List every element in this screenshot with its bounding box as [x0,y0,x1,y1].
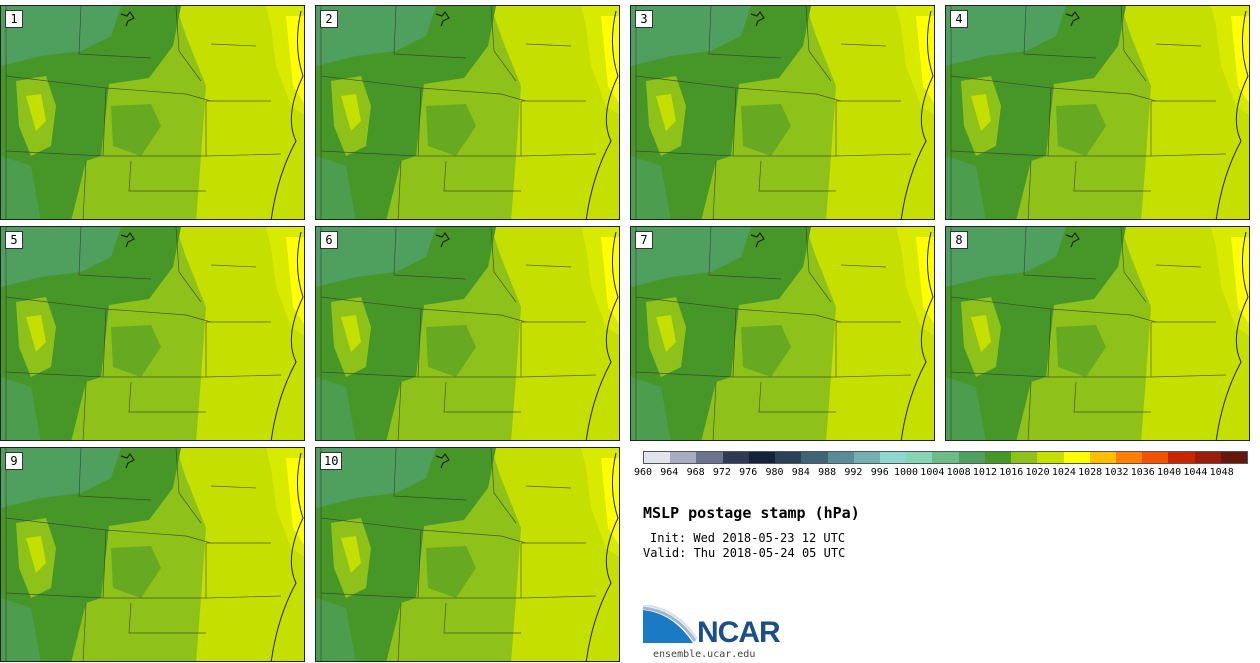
chart-title: MSLP postage stamp (hPa) [643,504,860,522]
valid-time: Valid: Thu 2018-05-24 05 UTC [643,546,845,560]
colorbar-swatch [801,452,827,463]
colorbar-swatch [828,452,854,463]
colorbar-tick-label: 976 [739,467,757,478]
member-label: 1 [5,10,23,28]
colorbar-swatch [749,452,775,463]
map-stamp-5: 5 [0,226,305,441]
colorbar-tick-label: 980 [765,467,783,478]
member-label: 9 [5,452,23,470]
logo-url: ensemble.ucar.edu [653,649,755,660]
map-image [631,6,935,220]
colorbar-swatch [723,452,749,463]
colorbar-tick-label: 1040 [1157,467,1181,478]
map-image [1,227,305,441]
member-label: 7 [635,231,653,249]
colorbar-swatch [1037,452,1063,463]
colorbar-tick-label: 1020 [1026,467,1050,478]
colorbar-swatch [906,452,932,463]
map-image [946,6,1250,220]
colorbar-tick-label: 960 [634,467,652,478]
colorbar-swatch [1090,452,1116,463]
map-image [316,227,620,441]
init-time: Init: Wed 2018-05-23 12 UTC [650,531,845,545]
map-stamp-4: 4 [945,5,1250,220]
colorbar-tick-label: 1024 [1052,467,1076,478]
colorbar-swatch [1168,452,1194,463]
colorbar-swatch [1142,452,1168,463]
colorbar-tick-label: 1004 [920,467,944,478]
colorbar [643,451,1248,464]
map-stamp-1: 1 [0,5,305,220]
colorbar-tick-label: 1000 [894,467,918,478]
colorbar-swatch [959,452,985,463]
map-stamp-3: 3 [630,5,935,220]
colorbar-tick-label: 1048 [1210,467,1234,478]
colorbar-tick-label: 988 [818,467,836,478]
colorbar-tick-label: 1008 [947,467,971,478]
colorbar-tick-label: 972 [713,467,731,478]
colorbar-swatch [1195,452,1221,463]
member-label: 4 [950,10,968,28]
colorbar-tick-label: 1016 [999,467,1023,478]
colorbar-tick-label: 1028 [1078,467,1102,478]
member-label: 10 [320,452,342,470]
colorbar-tick-label: 964 [660,467,678,478]
colorbar-tick-label: 1012 [973,467,997,478]
colorbar-swatch [775,452,801,463]
colorbar-swatch [696,452,722,463]
colorbar-swatch [1221,452,1247,463]
member-label: 2 [320,10,338,28]
map-stamp-10: 10 [315,447,620,662]
member-label: 8 [950,231,968,249]
member-label: 6 [320,231,338,249]
map-stamp-6: 6 [315,226,620,441]
map-image [1,6,305,220]
colorbar-tick-label: 968 [687,467,705,478]
colorbar-swatch [644,452,670,463]
colorbar-swatch [1011,452,1037,463]
map-image [1,448,305,662]
colorbar-ticks: 960 964 968 972 976 980 984 988 992 996 1000 1004 10… [643,467,1248,483]
map-image [946,227,1250,441]
colorbar-tick-label: 1032 [1104,467,1128,478]
colorbar-tick-label: 996 [871,467,889,478]
colorbar-tick-label: 1036 [1131,467,1155,478]
colorbar-swatch [932,452,958,463]
colorbar-legend: 960 964 968 972 976 980 984 988 992 996 1000 1004 10… [643,451,1248,483]
colorbar-swatch [670,452,696,463]
member-label: 5 [5,231,23,249]
colorbar-swatch [1116,452,1142,463]
map-image [316,448,620,662]
map-stamp-9: 9 [0,447,305,662]
colorbar-swatch [985,452,1011,463]
member-label: 3 [635,10,653,28]
map-image [631,227,935,441]
colorbar-tick-label: 1044 [1183,467,1207,478]
logo-name: NCAR [697,616,780,650]
map-stamp-2: 2 [315,5,620,220]
colorbar-swatch [880,452,906,463]
colorbar-tick-label: 984 [792,467,810,478]
map-stamp-7: 7 [630,226,935,441]
colorbar-swatch [854,452,880,463]
map-stamp-8: 8 [945,226,1250,441]
map-image [316,6,620,220]
colorbar-swatch [1064,452,1090,463]
colorbar-tick-label: 992 [844,467,862,478]
